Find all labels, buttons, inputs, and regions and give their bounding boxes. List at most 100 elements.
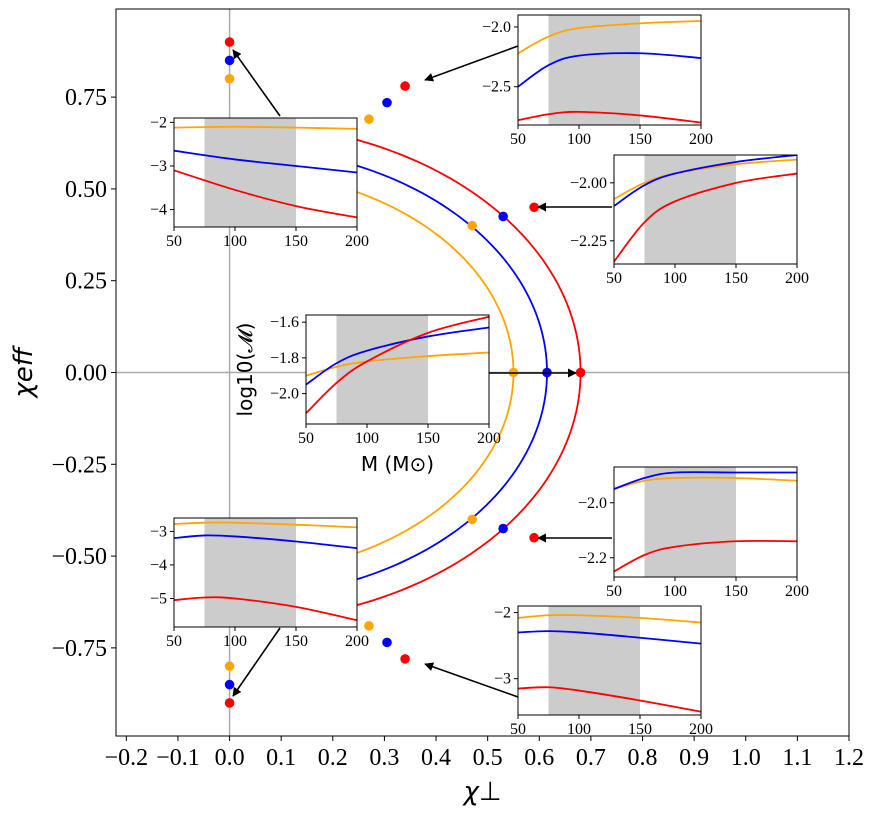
inset-x-tick-label: 100 <box>223 233 247 250</box>
marker-0-1 <box>400 81 410 91</box>
x-axis-label: χ⊥ <box>461 777 501 807</box>
marker-0-4 <box>529 533 539 543</box>
x-tick-label: 1.1 <box>782 745 812 771</box>
inset-y-tick-label: −1.6 <box>270 314 299 331</box>
marker-0-5 <box>400 654 410 664</box>
marker-2-2 <box>467 221 477 231</box>
x-tick-label: 0.8 <box>628 745 658 771</box>
inset-y-tick-label: −5 <box>150 590 167 607</box>
inset-x-tick-label: 100 <box>223 633 247 650</box>
inset-x-tick-label: 100 <box>355 430 379 447</box>
inset-y-tick-label: −2.25 <box>570 233 607 250</box>
marker-0-6 <box>225 698 235 708</box>
y-tick-label: 0.50 <box>65 177 107 203</box>
x-tick-label: −0.2 <box>105 745 149 771</box>
inset-right-upper: 50100150200−2.00−2.25 <box>570 155 809 287</box>
inset-x-tick-label: 150 <box>284 633 308 650</box>
inset-center: 50 100 150 200 −1.6 −1.8 −2.0 M (M⊙) log10(𝓜) <box>233 314 501 476</box>
y-tick-label: −0.50 <box>51 544 107 570</box>
inset-y-tick-label: −2.5 <box>482 79 511 96</box>
x-tick-label: 0.2 <box>318 745 348 771</box>
inset-y-tick-label: −3 <box>494 671 511 688</box>
marker-1-6 <box>225 680 235 690</box>
inset-x-tick-label: 100 <box>567 131 591 148</box>
inset-y-tick-label: −2.0 <box>578 495 607 512</box>
inset-x-tick-label: 200 <box>477 430 501 447</box>
inset-bottom-right: 50 100 150 200 −2 −3 <box>494 605 713 738</box>
inset-top-left: 50 100 150 200 −2 −3 −4 <box>150 114 369 250</box>
inset-x-axis-label: M (M⊙) <box>361 452 434 476</box>
arrow-0 <box>233 50 280 116</box>
marker-2-5 <box>364 621 374 631</box>
inset-x-tick-label: 50 <box>606 270 622 287</box>
inset-y-tick-label: −1.8 <box>270 350 299 367</box>
inset-y-tick-label: −2 <box>150 114 167 131</box>
marker-0-0 <box>225 37 235 47</box>
inset-x-tick-label: 200 <box>345 233 369 250</box>
inset-y-tick-label: −2.2 <box>578 550 607 567</box>
inset-x-tick-label: 50 <box>510 721 526 738</box>
inset-y-tick-label: −2 <box>494 605 511 622</box>
inset-y-axis-label: log10(𝓜) <box>233 323 257 417</box>
marker-2-4 <box>467 515 477 525</box>
inset-x-tick-label: 100 <box>567 721 591 738</box>
inset-x-tick-label: 200 <box>689 131 713 148</box>
inset-shaded-band <box>205 518 297 627</box>
inset-x-tick-label: 200 <box>345 633 369 650</box>
inset-x-tick-label: 150 <box>628 721 652 738</box>
y-tick-label: 0.75 <box>65 85 107 111</box>
marker-2-1 <box>364 114 374 124</box>
inset-right-lower: 50100150200−2.0−2.2 <box>578 467 809 600</box>
inset-x-tick-label: 150 <box>284 233 308 250</box>
inset-y-tick-label: −2.00 <box>570 175 607 192</box>
x-tick-label: 0.0 <box>215 745 245 771</box>
inset-y-tick-label: −2.0 <box>482 19 511 36</box>
inset-x-tick-label: 150 <box>628 131 652 148</box>
inset-x-tick-label: 50 <box>166 233 182 250</box>
inset-y-tick-label: −2.0 <box>270 386 299 403</box>
x-tick-label: 0.6 <box>524 745 554 771</box>
inset-shaded-band <box>645 467 737 577</box>
x-tick-label: 0.3 <box>369 745 399 771</box>
inset-x-tick-label: 100 <box>663 583 687 600</box>
x-tick-label: 0.4 <box>421 745 451 771</box>
x-tick-label: 0.1 <box>266 745 296 771</box>
marker-0-2 <box>529 202 539 212</box>
marker-2-0 <box>225 74 235 84</box>
inset-y-tick-label: −3 <box>150 523 167 540</box>
arrow-1 <box>425 46 518 80</box>
y-tick-label: 0.00 <box>65 361 107 387</box>
y-tick-label: −0.25 <box>51 452 107 478</box>
inset-x-tick-label: 50 <box>166 633 182 650</box>
inset-shaded-band <box>337 315 429 424</box>
inset-x-tick-label: 200 <box>785 270 809 287</box>
marker-1-4 <box>498 524 508 534</box>
marker-1-0 <box>225 56 235 66</box>
x-tick-label: 1.0 <box>731 745 761 771</box>
inset-x-tick-label: 200 <box>689 721 713 738</box>
inset-shaded-band <box>205 118 297 227</box>
marker-1-2 <box>498 212 508 222</box>
marker-1-1 <box>382 98 392 108</box>
inset-y-tick-label: −4 <box>150 557 167 574</box>
y-axis-label: χeff <box>9 344 39 399</box>
inset-bottom-left: 50 100 150 200 −3 −4 −5 <box>150 518 369 650</box>
inset-x-tick-label: 50 <box>510 131 526 148</box>
y-tick-label: −0.75 <box>51 636 107 662</box>
marker-0-3 <box>576 368 586 378</box>
x-tick-label: 0.5 <box>473 745 503 771</box>
x-tick-label: 1.2 <box>834 745 864 771</box>
marker-2-6 <box>225 661 235 671</box>
inset-y-tick-label: −4 <box>150 202 167 219</box>
inset-x-tick-label: 150 <box>416 430 440 447</box>
x-tick-label: 0.9 <box>679 745 709 771</box>
marker-1-5 <box>382 638 392 648</box>
inset-top-right: 50 100 150 200 −2.0 −2.5 <box>482 15 713 148</box>
y-tick-label: 0.25 <box>65 269 107 295</box>
inset-y-tick-label: −3 <box>150 158 167 175</box>
inset-x-tick-label: 150 <box>724 583 748 600</box>
inset-x-tick-label: 50 <box>298 430 314 447</box>
x-tick-label: 0.7 <box>576 745 606 771</box>
inset-x-tick-label: 200 <box>785 583 809 600</box>
